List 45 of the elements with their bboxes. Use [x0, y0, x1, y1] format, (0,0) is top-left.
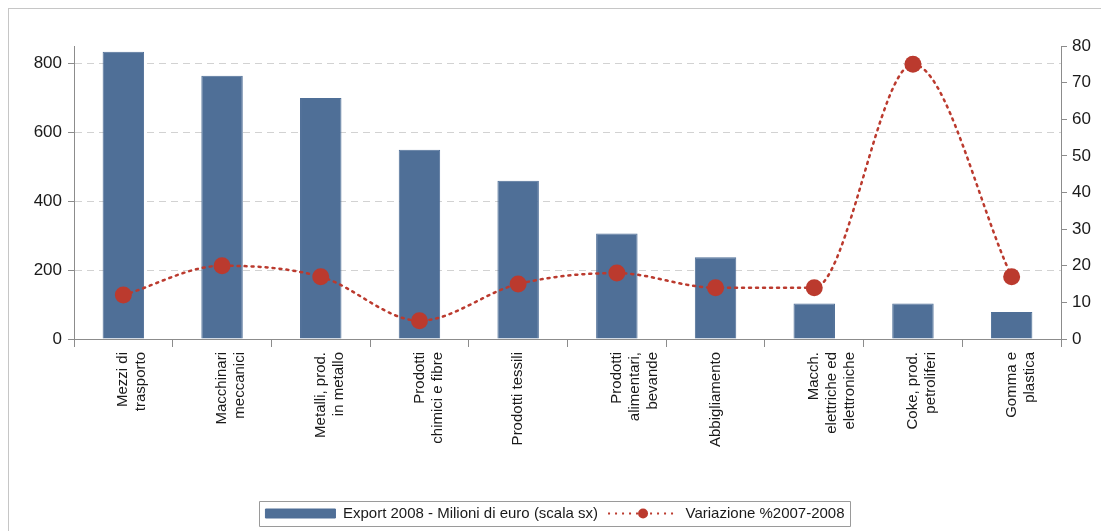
y2-tick-label: 0	[1072, 328, 1082, 348]
bar	[793, 303, 835, 339]
y2-tick-label: 10	[1072, 292, 1091, 312]
point	[509, 275, 527, 293]
point	[608, 264, 626, 282]
x-tick-label: Mezzi di trasporto	[113, 352, 149, 412]
point	[707, 279, 725, 297]
x-tick-label: Prodotti alimentari, bevande	[606, 352, 660, 422]
y2-tick-label: 40	[1072, 182, 1091, 202]
bar	[201, 75, 243, 339]
y2-tick-label: 50	[1072, 145, 1091, 165]
point	[1003, 268, 1021, 286]
y2-tick-label: 70	[1072, 72, 1091, 92]
x-tick-label: Gomma e plastica	[1001, 351, 1037, 418]
point	[904, 55, 922, 73]
bar	[596, 233, 638, 339]
y-tick-label: 400	[33, 190, 62, 210]
y2-tick-label: 60	[1072, 108, 1091, 128]
bar	[102, 51, 145, 339]
x-tick-label: Macchinari meccanici	[212, 352, 248, 425]
y-tick-label: 200	[33, 259, 62, 279]
bar	[892, 303, 934, 339]
bar	[497, 180, 539, 339]
point	[410, 312, 428, 330]
point	[312, 268, 330, 286]
y-tick-label: 0	[52, 328, 62, 348]
legend-label: Export 2008 - Milioni di euro (scala sx)	[342, 503, 599, 521]
bar	[990, 312, 1033, 339]
x-tick-label: Coke, prod. petroliferi	[903, 352, 939, 430]
y2-tick-label: 20	[1072, 255, 1091, 275]
x-tick-label: Abbigliamento	[705, 352, 723, 448]
y2-tick-label: 30	[1072, 218, 1091, 238]
point	[114, 286, 132, 304]
point	[213, 257, 231, 275]
bar	[300, 98, 342, 339]
y-tick-label: 600	[33, 121, 62, 141]
legend-label: Variazione %2007-2008	[685, 503, 845, 521]
x-tick-label: Macch. elettriche ed elettroniche	[804, 352, 858, 434]
point	[805, 279, 823, 297]
bar	[694, 257, 737, 339]
x-tick-label: Metalli, prod. in metallo	[310, 352, 346, 438]
y2-tick-label: 80	[1072, 35, 1091, 55]
y-tick-label: 800	[33, 52, 62, 72]
bar	[398, 149, 441, 339]
x-tick-label: Prodotti tessili	[508, 352, 526, 446]
